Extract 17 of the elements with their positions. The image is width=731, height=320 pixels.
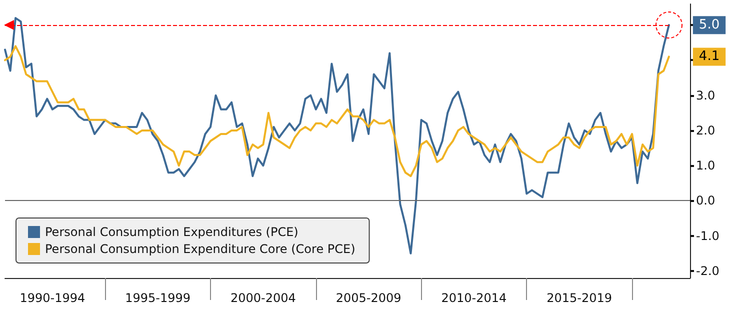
annotation: 4.1 — [698, 49, 720, 64]
annotation: 5.0 — [698, 18, 720, 33]
x-tick-label: 1995-1999 — [125, 291, 191, 305]
legend-label: Personal Consumption Expenditure Core (Core PCE) — [45, 242, 356, 256]
legend-label: Personal Consumption Expenditures (PCE) — [45, 225, 298, 239]
x-tick-label: 2000-2004 — [230, 291, 296, 305]
x-tick-label: 1990-1994 — [20, 291, 86, 305]
y-tick-label: -1.0 — [696, 228, 720, 243]
y-tick-label: 3.0 — [696, 88, 716, 102]
y-tick-label: -2.0 — [696, 264, 720, 278]
x-tick-label: 2010-2014 — [441, 291, 507, 305]
line-series — [4, 45, 670, 178]
x-tick-label: 2005-2009 — [336, 291, 402, 305]
y-tick-label: 1.0 — [696, 158, 716, 173]
y-tick-label: 2.0 — [696, 123, 716, 138]
y-tick-label: 0.0 — [696, 194, 716, 208]
x-tick-label: 2015-2019 — [546, 291, 612, 305]
